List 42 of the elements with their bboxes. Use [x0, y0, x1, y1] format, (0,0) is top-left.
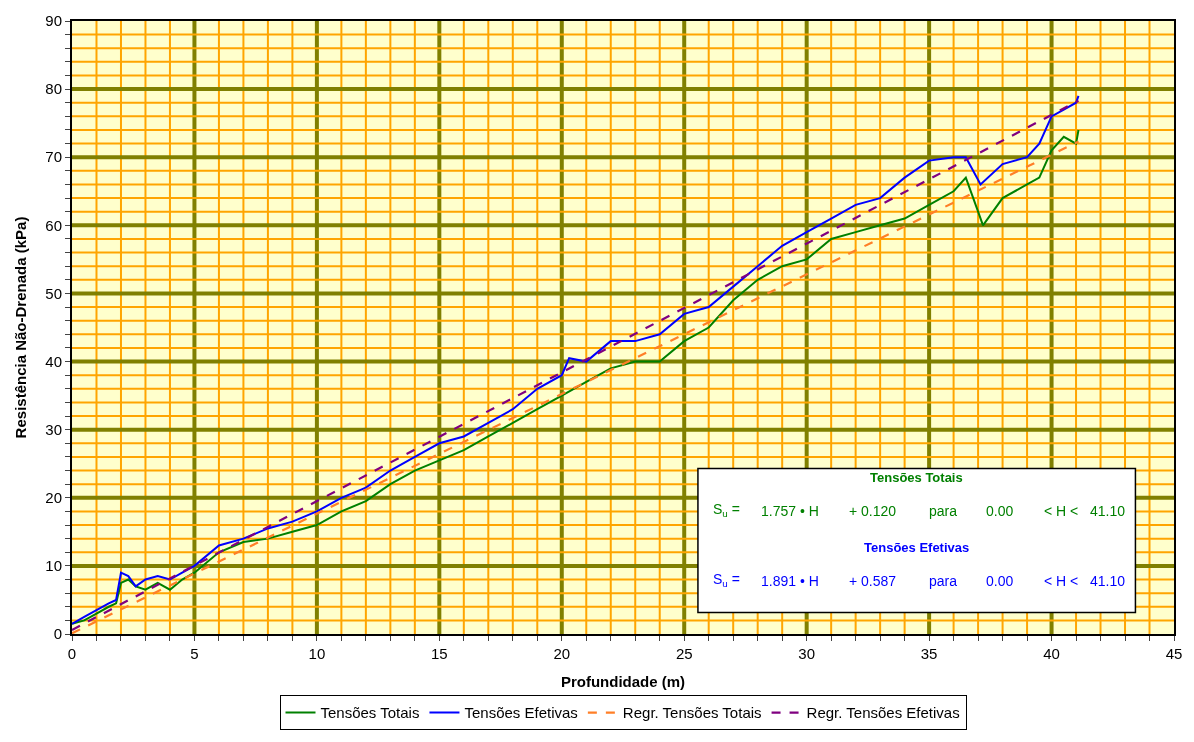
- x-tick-label: 35: [920, 645, 938, 662]
- x-tick-label: 10: [308, 645, 326, 662]
- y-axis-title: Resistência Não-Drenada (kPa): [12, 216, 30, 439]
- legend-label: Tensões Totais: [320, 704, 420, 722]
- annotation: < H <: [1044, 503, 1079, 519]
- x-tick-label: 40: [1043, 645, 1060, 662]
- y-tick-label: 10: [45, 557, 62, 575]
- annotation: < H <: [1044, 573, 1079, 589]
- x-tick-label: 30: [798, 645, 816, 662]
- annotation: para: [929, 503, 958, 519]
- x-tick-label: 45: [1165, 645, 1183, 662]
- x-tick-label: 25: [675, 645, 693, 662]
- y-tick-label: 60: [45, 216, 62, 234]
- annotation: 41.10: [1090, 573, 1126, 589]
- y-tick-label: 30: [45, 420, 62, 438]
- annotation: S$_{u}$ =: [713, 501, 740, 519]
- x-tick-label: 15: [430, 645, 448, 662]
- x-tick-label: 5: [190, 645, 199, 662]
- annotation: Tensões Efetivas: [864, 540, 970, 555]
- legend-label: Regr. Tensões Totais: [622, 704, 762, 722]
- x-tick-label: 0: [67, 645, 77, 662]
- y-tick-label: 0: [53, 625, 62, 643]
- annotation: para: [929, 573, 958, 589]
- annotation: 41.10: [1090, 503, 1126, 519]
- y-tick-label: 90: [45, 12, 62, 30]
- annotation: 0.00: [986, 503, 1014, 519]
- y-tick-label: 50: [45, 284, 62, 302]
- annotation: + 0.587: [849, 573, 897, 589]
- y-tick-label: 80: [45, 80, 62, 98]
- y-tick-label: 70: [45, 148, 62, 166]
- x-tick-label: 20: [553, 645, 571, 662]
- legend-label: Tensões Efetivas: [464, 704, 578, 722]
- x-axis-title: Profundidade (m): [560, 672, 686, 690]
- y-tick-label: 40: [45, 352, 62, 370]
- annotation: 1.757 • H: [761, 503, 819, 519]
- annotation: + 0.120: [849, 503, 897, 519]
- annotation: 0.00: [986, 573, 1014, 589]
- y-tick-label: 20: [45, 489, 62, 507]
- annotation: Tensões Totais: [870, 470, 963, 485]
- legend-label: Regr. Tensões Efetivas: [806, 704, 960, 722]
- annotation: S$_{u}$ =: [713, 571, 740, 589]
- annotation: 1.891 • H: [761, 573, 819, 589]
